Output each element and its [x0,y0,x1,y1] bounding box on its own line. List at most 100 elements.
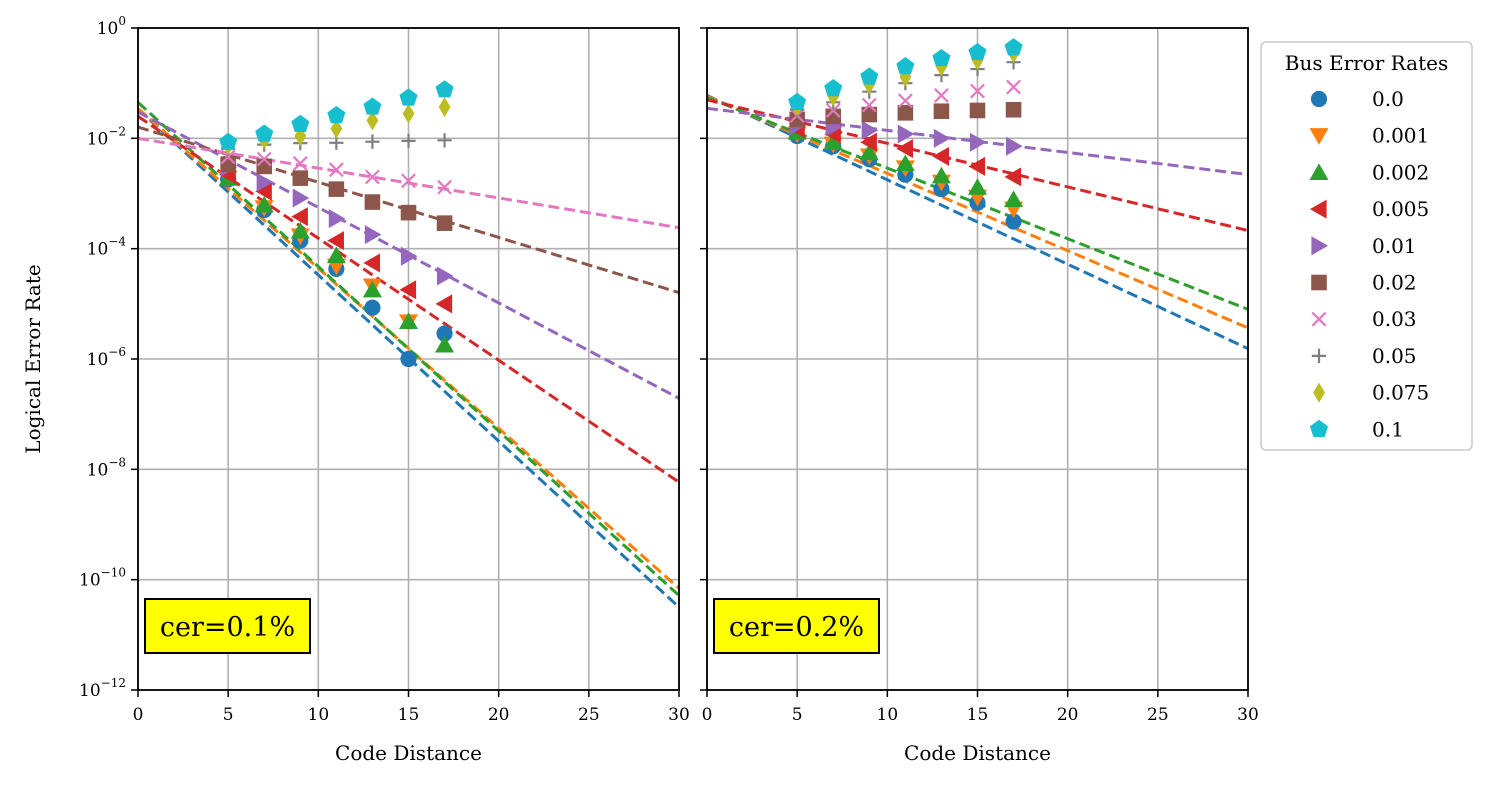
data-point-0.002 [435,335,455,353]
data-point-0.01 [969,132,987,152]
fit-line-0.03 [138,136,679,230]
x-tick-label: 0 [702,705,713,725]
y-tick-label: 10−12 [79,676,126,701]
data-point-0.02 [400,204,417,221]
data-point-0.02 [220,156,236,172]
data-point-0.0 [1005,213,1022,230]
data-point-0.1 [968,42,987,61]
data-point-0.01 [436,266,454,286]
data-point-0.0 [400,350,417,368]
legend-marker-0.1 [1309,419,1329,437]
data-point-0.01 [861,120,879,140]
data-point-0.01 [256,172,274,192]
data-point-0.005 [435,294,453,314]
y-tick-label: 10−2 [87,124,126,149]
data-point-0.075 [366,110,379,131]
legend-entry-0.1: 0.1 [1309,417,1404,441]
data-point-0.075 [294,126,307,147]
legend-label: 0.1 [1372,417,1404,441]
data-point-0.03 [861,97,877,113]
legend-entry-0.03: 0.03 [1311,307,1417,331]
data-point-0.005 [363,253,381,273]
left-panel: 0 5 10 15 20 25 30 Code Distance 100 10−2 10−4 10−6… [79,14,690,765]
legend-marker-0.002 [1309,163,1329,180]
data-point-0.02 [364,194,381,210]
legend-box [1260,41,1473,451]
data-point-0.005 [896,139,913,159]
data-point-0.02 [969,102,986,119]
data-point-0.002 [399,312,418,330]
legend-marker-0.0 [1310,90,1328,108]
legend-entry-0.001: 0.001 [1309,124,1429,148]
y-tick-label: 10−8 [87,455,126,480]
data-point-0.075 [935,56,948,77]
x-axis-label: Code Distance [904,741,1051,765]
x-tick-label: 25 [578,705,600,725]
data-point-0.1 [363,97,382,115]
data-point-0.01 [292,188,310,208]
data-point-0.002 [254,195,274,213]
legend-marker-0.01 [1311,236,1329,256]
data-point-0.002 [968,178,987,195]
legend-marker-0.001 [1309,128,1329,145]
legend-label: 0.02 [1372,271,1417,295]
data-point-0.002 [326,246,346,264]
data-point-0.1 [399,88,418,106]
legend-entry-0.005: 0.005 [1309,197,1429,221]
x-tick-label: 30 [668,705,690,725]
x-tick-label: 10 [877,705,899,725]
legend-label: 0.05 [1372,344,1417,368]
fit-line-0.0 [138,107,679,609]
legend-label: 0.001 [1372,124,1429,148]
legend-label: 0.01 [1372,234,1417,258]
data-point-0.002 [362,280,382,298]
x-tick-label: 10 [308,705,330,725]
legend-entry-0.075: 0.075 [1313,381,1429,405]
legend-marker-0.005 [1309,199,1327,219]
fit-line-0.001 [138,107,679,590]
x-tick-label: 5 [792,705,803,725]
legend-marker-0.03 [1311,311,1327,327]
cer-annotation: cer=0.2% [713,598,880,654]
data-point-0.002 [1004,190,1024,208]
legend: Bus Error Rates 0.0 0.001 0.002 0.005 0.01 0.0… [1260,41,1473,451]
data-point-0.1 [860,67,879,85]
data-point-0.01 [400,246,418,266]
data-point-0.002 [895,154,915,172]
data-point-0.03 [220,149,236,165]
data-point-0.01 [1005,136,1023,156]
data-point-0.03 [256,151,272,167]
data-point-0.03 [292,156,308,171]
x-tick-label: 0 [133,705,144,725]
data-point-0.02 [825,108,842,125]
data-point-0.1 [788,92,807,110]
legend-entry-0.01: 0.01 [1311,234,1417,258]
fit-line-0.005 [138,115,679,484]
cer-label: cer=0.2% [729,612,864,643]
x-tick-label: 20 [488,705,510,725]
data-point-0.075 [438,97,451,117]
data-point-0.05 [437,133,452,148]
legend-title: Bus Error Rates [1285,51,1448,75]
y-tick-label: 10−6 [87,345,126,370]
data-point-0.1 [291,114,310,132]
x-axis-label: Code Distance [335,741,482,765]
data-points [218,80,455,368]
data-point-0.1 [255,124,274,142]
data-point-0.05 [365,134,380,149]
legend-label: 0.075 [1372,381,1429,405]
data-point-0.03 [897,93,913,109]
data-point-0.002 [931,166,951,184]
data-point-0.002 [823,133,843,150]
data-point-0.005 [860,132,877,152]
y-axis [700,27,707,691]
data-point-0.005 [1004,167,1022,187]
legend-label: 0.0 [1372,87,1404,111]
data-point-0.1 [327,105,346,124]
y-tick-label: 100 [97,14,126,39]
data-point-0.02 [256,158,273,175]
data-point-0.02 [292,170,309,186]
data-point-0.005 [255,181,272,201]
x-axis: 0 5 10 15 20 25 30 [133,690,690,725]
